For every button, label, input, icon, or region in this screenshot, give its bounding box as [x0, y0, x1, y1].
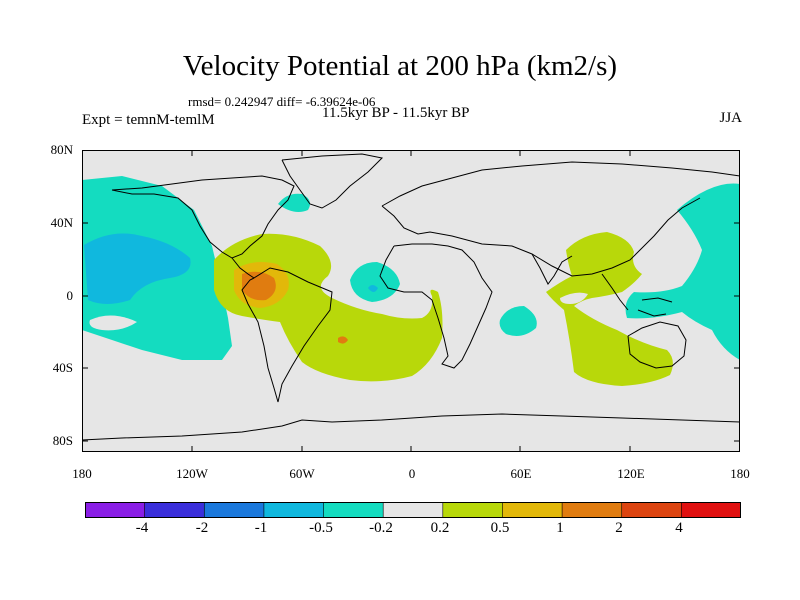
- colorbar-cell-1: [85, 502, 146, 518]
- colorbar-cell-2: [144, 502, 206, 518]
- lon-label-180e: 180: [730, 466, 750, 481]
- lon-label-60w: 60W: [289, 466, 315, 481]
- lat-label-40n: 40N: [50, 215, 73, 230]
- contour-indian-teal: [499, 306, 537, 336]
- colorbar-label-9: 2: [615, 520, 623, 536]
- colorbar-cell-6: [382, 502, 444, 518]
- coast-africa: [379, 243, 493, 369]
- lon-label-60e: 60E: [510, 466, 532, 481]
- colorbar-label-2: -2: [195, 520, 209, 536]
- lon-label-120w: 120W: [176, 466, 208, 481]
- lon-label-120e: 120E: [617, 466, 645, 481]
- contour-americas-orange: [242, 271, 276, 301]
- lon-label-0: 0: [408, 466, 416, 481]
- season-label: JJA: [719, 110, 742, 126]
- lat-label-80s: 80S: [52, 433, 73, 448]
- coast-australia: [627, 321, 687, 369]
- lat-label-40s: 40S: [52, 360, 73, 375]
- colorbar-cell-4: [263, 502, 325, 518]
- coast-antarctica: [82, 413, 740, 441]
- colorbar-label-1: -4: [135, 520, 149, 536]
- colorbar: [85, 502, 741, 518]
- map-title: Velocity Potential at 200 hPa (km2/s): [182, 50, 618, 82]
- colorbar-cell-3: [203, 502, 265, 518]
- experiment-label: Expt = temnM-temlM: [82, 112, 215, 128]
- coast-southeast-asia: [601, 273, 673, 317]
- colorbar-frame: [85, 502, 741, 518]
- colorbar-label-5: -0.2: [369, 520, 393, 536]
- coast-central-america: [231, 257, 255, 279]
- colorbar-cell-5: [323, 502, 384, 518]
- contour-atlantic-cyan: [368, 285, 378, 292]
- coast-greenland: [281, 153, 384, 209]
- coast-north-america: [111, 175, 295, 259]
- coastlines: [82, 153, 740, 441]
- lon-label-180w: 180: [72, 466, 92, 481]
- colorbar-label-7: 0.5: [490, 520, 510, 536]
- contour-asia-australia-yellow: [546, 232, 673, 386]
- colorbar-cell-11: [681, 502, 741, 518]
- contour-atlantic-teal: [350, 262, 400, 302]
- colorbar-label-8: 1: [556, 520, 564, 536]
- colorbar-label-3: -1: [254, 520, 268, 536]
- contour-pacific-hole: [89, 315, 137, 331]
- coast-europe-asia: [381, 161, 740, 277]
- contour-indian-hole: [560, 292, 588, 304]
- colorbar-cell-7: [442, 502, 504, 518]
- lat-label-0: 0: [66, 288, 74, 303]
- contour-south-atlantic-orange: [338, 336, 348, 344]
- contour-north-pacific-cyan: [84, 233, 191, 304]
- coast-india: [531, 253, 573, 285]
- stats-line: rmsd= 0.242947 diff= -6.39624e-06: [188, 94, 376, 109]
- coast-south-america: [241, 267, 333, 403]
- period-label: 11.5kyr BP - 11.5kyr BP: [322, 105, 470, 121]
- colorbar-cell-8: [502, 502, 563, 518]
- contour-greenland-teal: [278, 193, 310, 212]
- map-plot: [82, 150, 740, 452]
- colorbar-cell-10: [621, 502, 683, 518]
- colorbar-cell-9: [561, 502, 623, 518]
- colorbar-cells: [85, 502, 741, 518]
- map-frame: [82, 150, 740, 452]
- colorbar-label-6: 0.2: [430, 520, 450, 536]
- colorbar-label-4: -0.5: [309, 520, 333, 536]
- colorbar-label-10: 4: [675, 520, 683, 536]
- lat-label-80n: 80N: [50, 142, 73, 157]
